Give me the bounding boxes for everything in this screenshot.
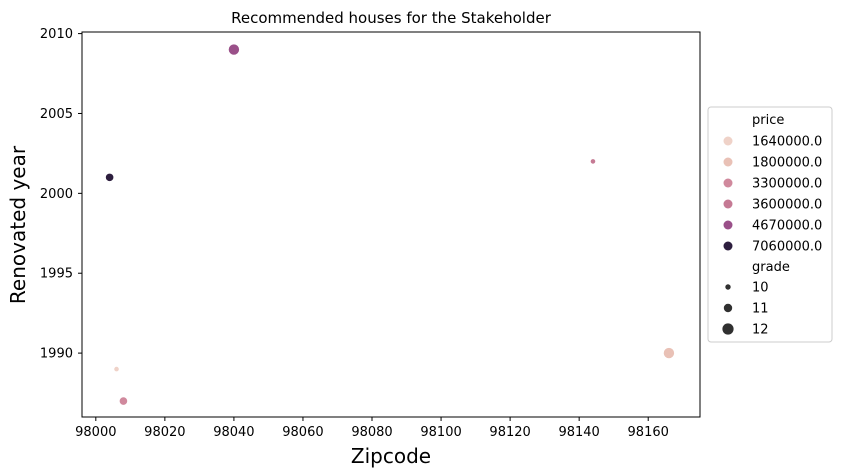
y-tick-label: 2010 xyxy=(40,27,73,42)
legend-price-label: 4670000.0 xyxy=(752,219,822,234)
legend-grade-marker xyxy=(725,284,731,290)
y-axis: 1990 1995 2000 2005 2010 xyxy=(40,27,82,362)
legend-grade-marker xyxy=(722,323,734,335)
data-point xyxy=(227,43,240,56)
legend-grade-label: 12 xyxy=(752,323,769,338)
y-tick-label: 2005 xyxy=(40,107,73,122)
x-tick-label: 98140 xyxy=(558,425,599,440)
legend-price-label: 3300000.0 xyxy=(752,177,822,192)
legend-price-marker xyxy=(723,220,733,230)
legend-price-label: 3600000.0 xyxy=(752,198,822,213)
legend-price-title: price xyxy=(752,113,784,128)
legend-grade-label: 11 xyxy=(752,302,769,317)
y-tick-label: 1990 xyxy=(40,347,73,362)
x-tick-label: 98100 xyxy=(420,425,461,440)
x-axis: 98000 98020 98040 98060 98080 98100 98120 98140… xyxy=(75,417,669,440)
legend-price-marker xyxy=(723,241,733,251)
x-tick-label: 98120 xyxy=(489,425,530,440)
x-tick-label: 98160 xyxy=(628,425,669,440)
y-tick-label: 2000 xyxy=(40,187,73,202)
legend-grade-marker xyxy=(723,303,733,313)
chart-title: Recommended houses for the Stakeholder xyxy=(231,9,552,27)
data-point xyxy=(589,158,597,165)
legend-grade-title: grade xyxy=(752,260,790,275)
legend-price-marker xyxy=(723,136,733,146)
legend-price-label: 1640000.0 xyxy=(752,135,822,150)
legend-price-marker xyxy=(723,199,733,209)
plot-area xyxy=(81,31,701,418)
data-point xyxy=(662,347,675,360)
legend-price-marker xyxy=(723,157,733,167)
x-tick-label: 98000 xyxy=(75,425,116,440)
x-axis-label: Zipcode xyxy=(351,444,431,468)
x-tick-label: 98040 xyxy=(213,425,254,440)
data-point xyxy=(113,365,120,373)
legend-box xyxy=(707,106,833,343)
legend-price-label: 7060000.0 xyxy=(752,240,822,255)
x-tick-label: 98020 xyxy=(144,425,185,440)
x-tick-label: 98080 xyxy=(351,425,392,440)
legend-price-label: 1800000.0 xyxy=(752,156,822,171)
x-tick-label: 98060 xyxy=(282,425,323,440)
y-axis-label: Renovated year xyxy=(6,145,30,304)
legend-price-marker xyxy=(723,178,733,188)
data-point xyxy=(118,396,129,406)
data-point xyxy=(105,172,115,182)
legend-grade-label: 10 xyxy=(752,281,769,296)
legend: price 1640000.0 1800000.0 3300000.0 3600000… xyxy=(707,106,833,343)
y-tick-label: 1995 xyxy=(40,267,73,282)
data-points xyxy=(105,43,675,406)
